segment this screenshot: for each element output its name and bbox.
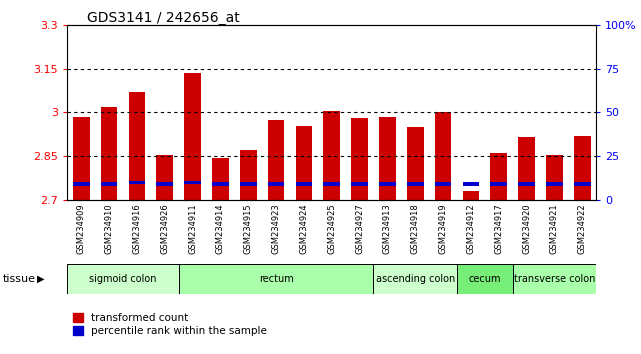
Bar — [101, 182, 117, 186]
Bar — [184, 73, 201, 200]
Bar — [101, 107, 117, 200]
Bar — [73, 182, 90, 186]
Bar — [156, 182, 173, 186]
Text: GSM234913: GSM234913 — [383, 203, 392, 254]
Text: tissue: tissue — [3, 274, 36, 284]
Bar — [379, 117, 395, 200]
Bar — [518, 182, 535, 186]
Text: GSM234914: GSM234914 — [216, 203, 225, 254]
Bar — [457, 264, 513, 294]
Bar — [574, 182, 590, 186]
Bar — [407, 127, 424, 200]
Text: GSM234911: GSM234911 — [188, 203, 197, 254]
Bar — [212, 158, 229, 200]
Bar — [129, 181, 146, 184]
Bar — [518, 137, 535, 200]
Bar — [323, 111, 340, 200]
Bar — [435, 113, 451, 200]
Text: GSM234927: GSM234927 — [355, 203, 364, 254]
Bar — [490, 153, 507, 200]
Bar — [240, 182, 256, 186]
Bar — [463, 182, 479, 186]
Text: cecum: cecum — [469, 274, 501, 284]
Bar — [546, 155, 563, 200]
Text: GSM234921: GSM234921 — [550, 203, 559, 254]
Text: GSM234919: GSM234919 — [438, 203, 447, 254]
Text: ▶: ▶ — [37, 274, 45, 284]
Bar — [490, 182, 507, 186]
Text: ascending colon: ascending colon — [376, 274, 455, 284]
Bar — [268, 182, 285, 186]
Bar — [296, 126, 312, 200]
Legend: transformed count, percentile rank within the sample: transformed count, percentile rank withi… — [72, 313, 267, 336]
Text: GSM234922: GSM234922 — [578, 203, 587, 254]
Text: transverse colon: transverse colon — [513, 274, 595, 284]
Bar — [240, 150, 256, 200]
Bar — [513, 264, 596, 294]
Bar — [379, 182, 395, 186]
Bar — [374, 264, 457, 294]
Bar — [574, 136, 590, 200]
Bar — [73, 117, 90, 200]
Text: GSM234926: GSM234926 — [160, 203, 169, 254]
Bar — [179, 264, 374, 294]
Text: GSM234916: GSM234916 — [133, 203, 142, 254]
Text: GSM234920: GSM234920 — [522, 203, 531, 254]
Text: GSM234925: GSM234925 — [327, 203, 337, 254]
Text: GSM234915: GSM234915 — [244, 203, 253, 254]
Text: rectum: rectum — [259, 274, 294, 284]
Text: GSM234909: GSM234909 — [77, 203, 86, 254]
Bar — [546, 182, 563, 186]
Text: sigmoid colon: sigmoid colon — [89, 274, 156, 284]
Bar — [268, 120, 285, 200]
Bar — [184, 181, 201, 184]
Bar — [212, 182, 229, 186]
Bar — [435, 182, 451, 186]
Text: GSM234923: GSM234923 — [272, 203, 281, 254]
Bar — [129, 92, 146, 200]
Text: GSM234910: GSM234910 — [104, 203, 113, 254]
Text: GSM234918: GSM234918 — [411, 203, 420, 254]
Bar — [351, 118, 368, 200]
Bar — [407, 182, 424, 186]
Text: GDS3141 / 242656_at: GDS3141 / 242656_at — [87, 11, 239, 25]
Text: GSM234917: GSM234917 — [494, 203, 503, 254]
Text: GSM234924: GSM234924 — [299, 203, 308, 254]
Bar — [351, 182, 368, 186]
Bar — [67, 264, 179, 294]
Text: GSM234912: GSM234912 — [467, 203, 476, 254]
Bar — [323, 182, 340, 186]
Bar — [156, 155, 173, 200]
Bar — [296, 182, 312, 186]
Bar — [463, 191, 479, 200]
